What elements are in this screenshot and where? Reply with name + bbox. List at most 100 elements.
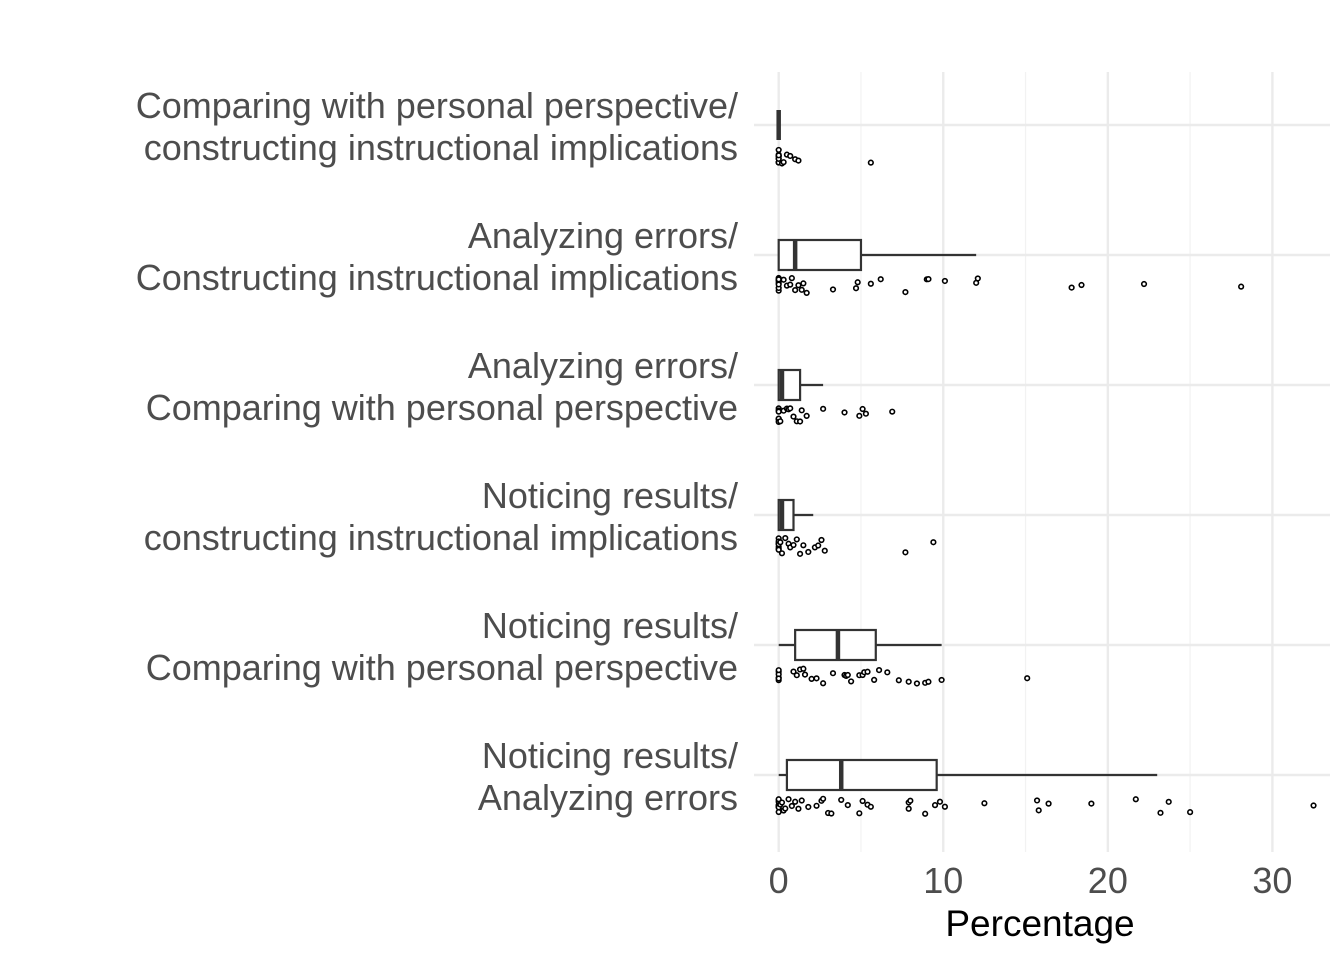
data-point — [922, 810, 929, 817]
data-point — [902, 549, 909, 556]
data-point — [981, 800, 988, 807]
data-point — [838, 796, 845, 804]
data-point — [1187, 809, 1194, 816]
data-point — [787, 405, 794, 412]
data-point — [790, 668, 797, 675]
box — [794, 628, 877, 662]
data-point — [852, 285, 860, 292]
data-point — [818, 536, 825, 544]
data-point — [788, 802, 795, 810]
data-point — [790, 541, 797, 549]
data-point — [782, 805, 789, 812]
data-point — [871, 676, 878, 683]
data-point — [902, 288, 909, 296]
data-point — [941, 803, 949, 810]
category-label-line: constructing instructional implications — [144, 127, 738, 168]
data-point — [941, 277, 949, 285]
category-label-line: Constructing instructional implications — [136, 257, 738, 298]
category-row — [775, 628, 1031, 687]
data-point — [895, 677, 902, 684]
data-point — [859, 405, 866, 413]
data-point — [867, 159, 874, 166]
data-point — [1033, 797, 1041, 804]
data-point — [1035, 807, 1042, 814]
data-point — [864, 668, 871, 675]
data-point — [775, 667, 782, 674]
data-point — [820, 405, 827, 412]
data-point — [803, 412, 810, 420]
data-point — [803, 289, 810, 296]
data-point — [821, 547, 828, 554]
data-point — [844, 802, 851, 809]
data-point — [801, 671, 809, 678]
data-point — [844, 671, 851, 679]
data-point — [777, 418, 784, 425]
data-point — [795, 282, 802, 289]
data-point — [862, 410, 870, 417]
category-label-line: Analyzing errors/ — [468, 215, 738, 256]
category-label: Comparing with personal perspective/cons… — [136, 85, 738, 168]
data-point — [828, 810, 835, 817]
category-rows — [775, 110, 1317, 817]
data-point — [925, 678, 932, 685]
category-label: Noticing results/constructing instructio… — [144, 475, 738, 558]
data-point — [780, 159, 787, 166]
data-point — [790, 413, 797, 420]
category-row — [775, 238, 1245, 296]
x-axis-title: Percentage — [945, 903, 1134, 944]
category-label-line: Comparing with personal perspective/ — [136, 85, 738, 126]
data-point — [938, 676, 945, 684]
category-labels: Noticing results/Analyzing errorsNoticin… — [136, 85, 738, 818]
data-point — [820, 680, 827, 687]
data-point — [795, 805, 802, 812]
data-point — [775, 276, 782, 283]
data-point — [798, 407, 805, 414]
data-point — [877, 276, 884, 283]
data-point — [1310, 802, 1317, 809]
data-point — [777, 539, 784, 546]
data-point — [1165, 798, 1172, 805]
data-point — [905, 678, 912, 685]
grid-lines — [754, 72, 1330, 852]
data-point — [808, 675, 815, 682]
data-point — [1045, 800, 1052, 807]
x-axis-ticks: 0 10 20 30 — [769, 860, 1293, 901]
category-row — [775, 368, 896, 426]
category-label: Noticing results/Analyzing errors — [478, 735, 738, 818]
category-label-line: Noticing results/ — [482, 735, 738, 776]
data-point — [974, 275, 981, 282]
data-point — [798, 797, 805, 804]
category-label-line: Analyzing errors/ — [468, 345, 738, 386]
data-point — [847, 678, 855, 685]
data-point — [800, 665, 807, 672]
data-point — [1068, 284, 1075, 291]
data-point — [867, 803, 874, 810]
data-point — [800, 280, 807, 287]
data-point — [829, 670, 837, 677]
data-point — [796, 550, 804, 557]
box — [785, 758, 938, 792]
data-point — [778, 550, 786, 557]
category-row — [775, 110, 874, 167]
data-point — [815, 542, 822, 549]
data-point — [1140, 280, 1148, 288]
data-point — [905, 805, 912, 812]
data-point — [841, 409, 848, 416]
data-point — [775, 152, 782, 159]
category-label-line: Noticing results/ — [482, 475, 738, 516]
data-point — [800, 542, 807, 549]
category-row — [775, 758, 1317, 817]
data-point — [793, 536, 800, 543]
category-label: Analyzing errors/Comparing with personal… — [146, 345, 738, 428]
data-point — [785, 796, 792, 803]
data-point — [805, 803, 812, 811]
data-point — [913, 680, 921, 687]
data-point — [796, 418, 804, 425]
data-point — [775, 146, 782, 154]
data-point — [793, 672, 800, 679]
data-point — [859, 797, 866, 805]
data-point — [854, 279, 861, 286]
data-point — [875, 667, 883, 674]
data-point — [856, 810, 863, 817]
